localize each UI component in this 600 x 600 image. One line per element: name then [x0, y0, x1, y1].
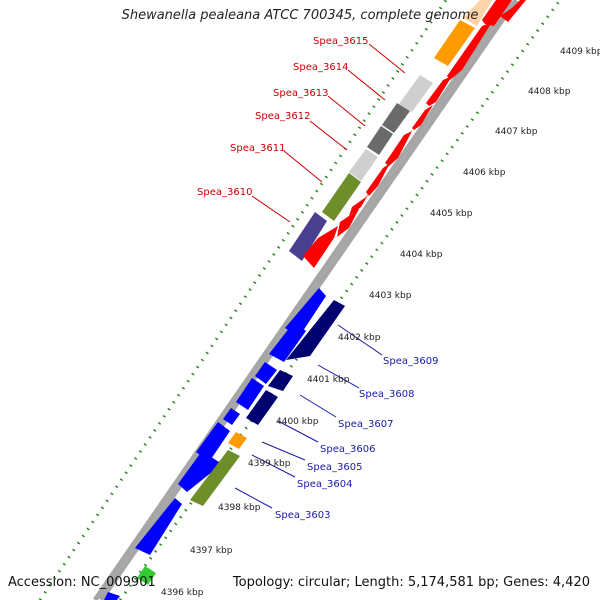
gene-red-4[interactable]	[366, 163, 390, 196]
gene-red-2[interactable]	[337, 207, 360, 237]
gene-peach-upper[interactable]	[463, 0, 492, 26]
gene-label-spea-3614[interactable]: Spea_3614	[293, 62, 348, 73]
tick-label: 4399 kbp	[248, 459, 291, 469]
gene-label-spea-3604[interactable]: Spea_3604	[297, 479, 352, 490]
backbone-rail-inner	[98, 0, 519, 600]
backbone	[92, 0, 519, 600]
gene-spea-3615[interactable]	[399, 75, 433, 112]
gene-label-spea-3610[interactable]: Spea_3610	[197, 187, 252, 198]
gene-red-10[interactable]	[458, 36, 480, 68]
gene-blue-4[interactable]	[236, 378, 264, 410]
leader-spea-3605	[261, 441, 306, 461]
leader-spea-3608	[317, 364, 360, 389]
leader-spea-3611	[283, 150, 323, 183]
gene-red-9[interactable]	[482, 0, 512, 26]
left-tick-track	[38, 0, 448, 600]
tick-labels: 4396 kbp 4397 kbp 4398 kbp 4399 kbp 4400…	[161, 47, 600, 598]
gene-spea-3610[interactable]	[289, 212, 327, 261]
right-tick-track	[118, 0, 562, 600]
genome-summary: Topology: circular; Length: 5,174,581 bp…	[232, 575, 590, 590]
gene-label-spea-3608[interactable]: Spea_3608	[359, 389, 414, 400]
gene-label-spea-3615[interactable]: Spea_3615	[313, 36, 368, 47]
backbone-rail-outer	[92, 0, 513, 600]
leader-spea-3610	[251, 195, 291, 223]
leader-spea-3607	[299, 394, 337, 418]
gene-spea-3611[interactable]	[322, 173, 361, 221]
tick-label: 4408 kbp	[528, 87, 571, 97]
gene-blue-bottom[interactable]	[104, 592, 120, 600]
upper-left-lane	[289, 0, 492, 261]
lower-left-lane	[104, 288, 326, 600]
tick-label: 4403 kbp	[369, 291, 412, 301]
tick-label: 4409 kbp	[560, 47, 600, 57]
tick-label: 4402 kbp	[338, 333, 381, 343]
tick-label: 4398 kbp	[218, 503, 261, 513]
gene-label-spea-3612[interactable]: Spea_3612	[255, 111, 310, 122]
gene-green-lower[interactable]	[137, 566, 156, 585]
gene-blue-7[interactable]	[178, 451, 222, 492]
tick-label: 4397 kbp	[190, 546, 233, 556]
lower-leader-lines	[234, 324, 383, 509]
gene-spea-3608[interactable]	[268, 370, 293, 391]
map-title-overlay: Shewanella pealeana ATCC 700345, complet…	[121, 8, 479, 23]
leader-spea-3606	[277, 420, 319, 443]
tick-label: 4407 kbp	[495, 127, 538, 137]
upper-gene-labels: Spea_3615 Spea_3614 Spea_3613 Spea_3612 …	[197, 36, 368, 198]
gene-orange-upper[interactable]	[434, 20, 475, 66]
leader-spea-3612	[309, 120, 348, 151]
tick-label: 4400 kbp	[276, 417, 319, 427]
gene-label-spea-3603[interactable]: Spea_3603	[275, 510, 330, 521]
accession-label: Accession: NC_009901	[8, 575, 156, 590]
leader-spea-3615	[368, 43, 406, 74]
lower-right-lane	[190, 300, 345, 506]
lower-gene-labels: Spea_3609 Spea_3608 Spea_3607 Spea_3606 …	[275, 356, 438, 521]
tick-label: 4396 kbp	[161, 588, 204, 598]
upper-leader-lines	[251, 43, 406, 223]
leader-spea-3603	[234, 487, 273, 509]
gene-label-spea-3611[interactable]: Spea_3611	[230, 143, 285, 154]
tick-label: 4401 kbp	[307, 375, 350, 385]
gene-red-5[interactable]	[385, 131, 412, 166]
gene-red-1[interactable]	[303, 226, 338, 268]
tick-label: 4406 kbp	[463, 168, 506, 178]
gene-label-spea-3606[interactable]: Spea_3606	[320, 444, 375, 455]
gene-spea-3603[interactable]	[190, 450, 240, 506]
gene-label-spea-3605[interactable]: Spea_3605	[307, 462, 362, 473]
gene-red-11[interactable]	[500, 0, 526, 22]
gene-blue-5[interactable]	[223, 408, 240, 425]
leader-spea-3613	[327, 95, 366, 127]
gene-blue-3[interactable]	[255, 362, 277, 384]
gene-spea-3612[interactable]	[349, 149, 378, 181]
gene-red-8[interactable]	[447, 22, 492, 80]
gene-spea-3607[interactable]	[246, 390, 278, 425]
gene-blue-8[interactable]	[135, 498, 182, 555]
gene-spea-3614[interactable]	[382, 103, 410, 133]
gene-blue-2[interactable]	[269, 322, 306, 362]
gene-spea-3605[interactable]	[228, 432, 247, 449]
tick-label: 4405 kbp	[430, 209, 473, 219]
tick-label: 4404 kbp	[400, 250, 443, 260]
gene-spea-3613[interactable]	[367, 126, 393, 155]
gene-blue-6[interactable]	[196, 422, 230, 462]
leader-spea-3604	[251, 454, 296, 478]
gene-label-spea-3613[interactable]: Spea_3613	[273, 88, 328, 99]
leader-spea-3609	[337, 324, 383, 356]
gene-label-spea-3607[interactable]: Spea_3607	[338, 419, 393, 430]
gene-red-7[interactable]	[426, 76, 452, 106]
gene-red-3[interactable]	[349, 188, 372, 216]
gene-label-spea-3609[interactable]: Spea_3609	[383, 356, 438, 367]
gene-spea-3609[interactable]	[286, 300, 345, 360]
gene-red-6[interactable]	[412, 105, 433, 130]
upper-right-lane	[303, 0, 526, 268]
leader-spea-3614	[347, 69, 386, 101]
